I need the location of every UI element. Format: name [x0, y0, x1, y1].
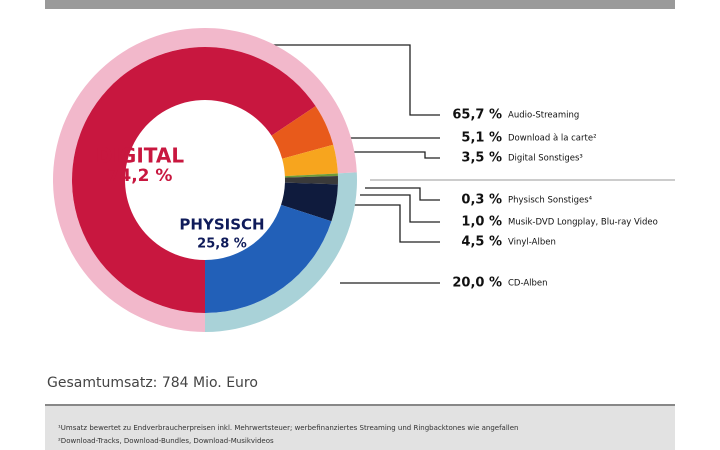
group-label: DIGITAL: [96, 144, 184, 168]
footnote: ²Download-Tracks, Download-Bundles, Down…: [58, 437, 274, 445]
top-bar: [45, 0, 675, 9]
segment: [205, 204, 332, 313]
segment: [281, 182, 338, 222]
value-label: 20,0 %: [452, 276, 502, 291]
group-value: 74,2 %: [108, 166, 173, 186]
value-label: 3,5 %: [461, 151, 502, 166]
legend: 65,7 % Audio-Streaming 5,1 % Download à la …: [452, 108, 657, 291]
segment: [284, 176, 339, 185]
group-label: PHYSISCH: [179, 216, 264, 234]
group-ring: [205, 172, 357, 332]
segment: [282, 144, 338, 177]
legend-label: Digital Sonstiges³: [508, 154, 583, 164]
legend-label: Download à la carte²: [508, 134, 596, 144]
legend-label: CD-Alben: [508, 279, 548, 289]
legend-label: Vinyl-Alben: [508, 238, 556, 248]
segment: [284, 173, 338, 178]
segment: [271, 106, 334, 159]
value-label: 4,5 %: [461, 235, 502, 250]
legend-label: Musik-DVD Longplay, Blu-ray Video: [508, 218, 658, 228]
legend-label: Audio-Streaming: [508, 111, 579, 121]
value-label: 0,3 %: [461, 193, 502, 208]
segment: [71, 46, 316, 313]
leader-lines: [272, 44, 675, 284]
total-label: Gesamtumsatz: 784 Mio. Euro: [47, 375, 258, 391]
footnote: ¹Umsatz bewertet zu Endverbraucherpreise…: [58, 424, 518, 432]
value-label: 1,0 %: [461, 215, 502, 230]
value-label: 5,1 %: [461, 131, 502, 146]
legend-label: Physisch Sonstiges⁴: [508, 196, 593, 206]
footnote-box: [45, 405, 675, 450]
group-value: 25,8 %: [197, 237, 247, 252]
value-label: 65,7 %: [452, 108, 502, 123]
